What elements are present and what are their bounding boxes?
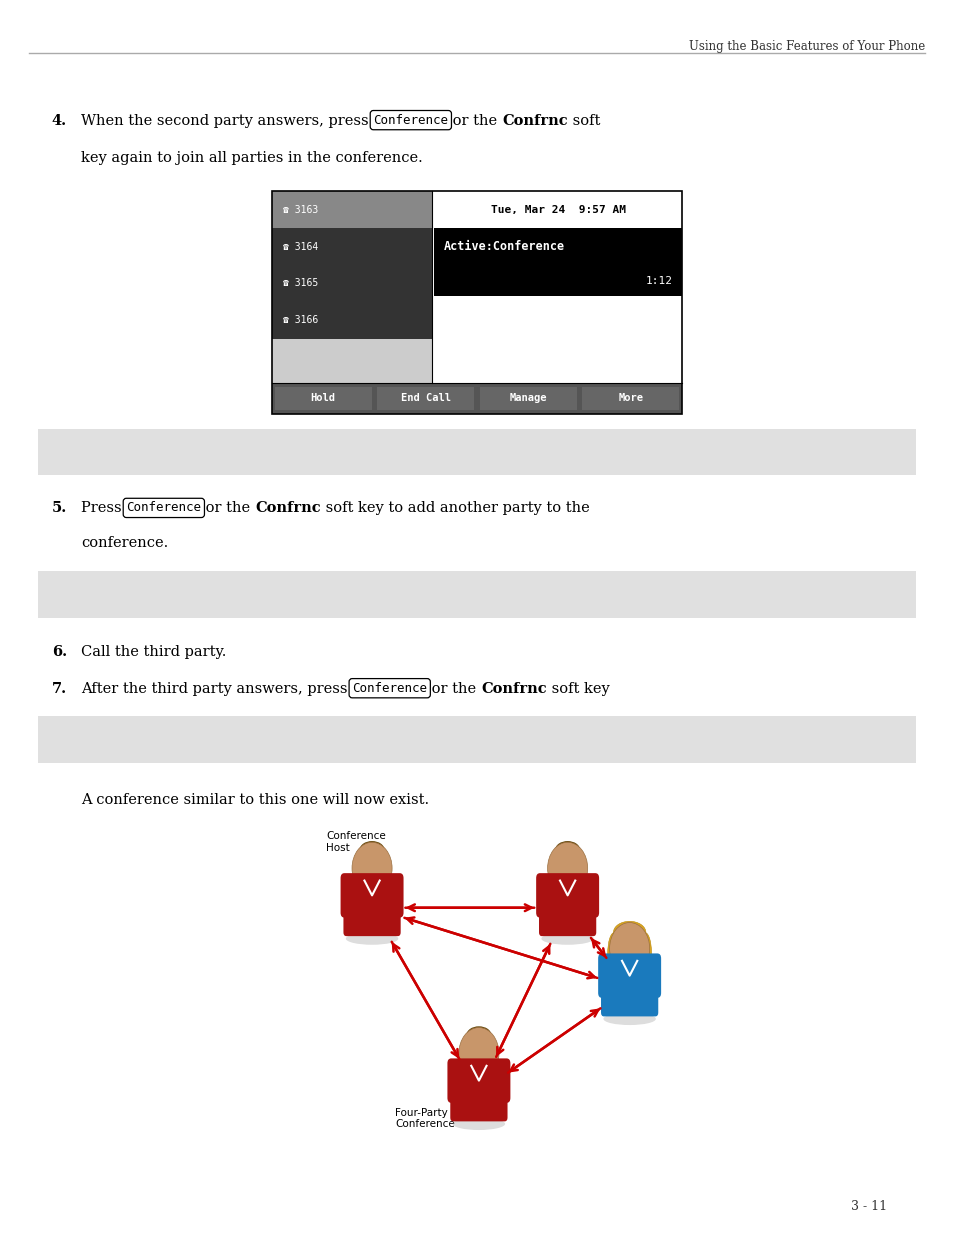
Text: Tue, Mar 24  9:57 AM: Tue, Mar 24 9:57 AM [490, 205, 625, 215]
Ellipse shape [345, 932, 398, 945]
Text: or the: or the [448, 114, 501, 127]
FancyBboxPatch shape [536, 873, 598, 918]
FancyArrowPatch shape [392, 942, 457, 1056]
FancyBboxPatch shape [538, 904, 596, 936]
Text: soft key to add another party to the: soft key to add another party to the [320, 501, 589, 515]
Text: End Call: End Call [400, 394, 450, 404]
Text: Confrnc: Confrnc [480, 682, 546, 695]
Bar [38, 716, 915, 763]
Text: ☎ 3166: ☎ 3166 [283, 315, 318, 325]
Text: 4.: 4. [51, 114, 67, 127]
Text: Confrnc: Confrnc [254, 501, 320, 515]
Text: key again to join all parties in the conference.: key again to join all parties in the con… [81, 151, 422, 164]
Ellipse shape [602, 1013, 656, 1025]
Circle shape [609, 923, 649, 974]
FancyArrowPatch shape [393, 945, 458, 1058]
Bar [434, 266, 681, 296]
FancyBboxPatch shape [600, 984, 658, 1016]
Text: After the third party answers, press: After the third party answers, press [81, 682, 352, 695]
FancyArrowPatch shape [508, 1010, 598, 1073]
Text: Hold: Hold [311, 394, 335, 404]
Text: More: More [618, 394, 642, 404]
Bar [272, 266, 432, 301]
FancyArrowPatch shape [408, 904, 534, 911]
Text: A conference similar to this one will now exist.: A conference similar to this one will no… [81, 793, 429, 806]
Ellipse shape [359, 841, 384, 858]
Bar [274, 387, 371, 410]
Ellipse shape [555, 841, 579, 858]
FancyBboxPatch shape [598, 953, 660, 998]
Bar [581, 387, 679, 410]
Text: Manage: Manage [509, 394, 546, 404]
Text: soft key: soft key [546, 682, 609, 695]
Circle shape [458, 1028, 498, 1079]
FancyArrowPatch shape [497, 944, 550, 1055]
Bar [434, 228, 681, 266]
Text: Conference
Host: Conference Host [326, 831, 386, 852]
FancyBboxPatch shape [343, 904, 400, 936]
Circle shape [547, 842, 587, 894]
Text: conference.: conference. [81, 536, 168, 550]
Ellipse shape [613, 921, 645, 944]
Text: 7.: 7. [51, 682, 67, 695]
Text: Conference: Conference [352, 682, 427, 695]
Ellipse shape [466, 1026, 491, 1044]
Bar [272, 191, 432, 228]
Text: Call the third party.: Call the third party. [81, 645, 226, 658]
FancyBboxPatch shape [340, 873, 403, 918]
Bar [272, 191, 681, 414]
Text: Active:Conference: Active:Conference [443, 240, 564, 253]
Text: ☎ 3163: ☎ 3163 [283, 205, 318, 215]
Text: or the: or the [427, 682, 480, 695]
Text: Using the Basic Features of Your Phone: Using the Basic Features of Your Phone [688, 40, 924, 53]
FancyArrowPatch shape [510, 1008, 599, 1071]
Ellipse shape [638, 932, 651, 974]
Text: Confrnc: Confrnc [501, 114, 567, 127]
Text: ☎ 3165: ☎ 3165 [283, 278, 318, 289]
Text: Conference: Conference [126, 501, 201, 515]
Text: The first and second party are put on hold.: The first and second party are put on ho… [81, 571, 399, 584]
Text: 5.: 5. [51, 501, 67, 515]
Text: Four-Party
Conference: Four-Party Conference [395, 1108, 455, 1129]
Bar [272, 301, 432, 338]
FancyArrowPatch shape [404, 918, 594, 978]
Circle shape [352, 842, 392, 894]
Text: Press: Press [81, 501, 126, 515]
Text: 6.: 6. [51, 645, 67, 658]
Ellipse shape [540, 932, 593, 945]
Bar [272, 228, 432, 266]
FancyArrowPatch shape [407, 918, 597, 978]
Text: or the: or the [201, 501, 254, 515]
Bar [272, 191, 432, 383]
FancyArrowPatch shape [592, 940, 606, 958]
Text: Conference: Conference [373, 114, 448, 127]
Bar [272, 383, 681, 414]
Bar [434, 191, 681, 228]
Bar [376, 387, 474, 410]
Text: 1:12: 1:12 [645, 275, 672, 285]
FancyArrowPatch shape [496, 946, 549, 1057]
Text: soft: soft [567, 114, 599, 127]
Text: again to join all parties in the conference.: again to join all parties in the confere… [81, 716, 392, 730]
Text: 3 - 11: 3 - 11 [850, 1199, 886, 1213]
Ellipse shape [607, 932, 620, 974]
Text: ☎ 3164: ☎ 3164 [283, 242, 318, 252]
Bar [479, 387, 576, 410]
FancyBboxPatch shape [447, 1058, 510, 1103]
FancyArrowPatch shape [405, 904, 531, 911]
Bar [38, 429, 915, 475]
Bar [434, 296, 681, 383]
Ellipse shape [452, 1118, 505, 1130]
Bar [38, 571, 915, 618]
FancyArrowPatch shape [590, 937, 604, 956]
Text: When the second party answers, press: When the second party answers, press [81, 114, 373, 127]
FancyBboxPatch shape [450, 1089, 507, 1121]
